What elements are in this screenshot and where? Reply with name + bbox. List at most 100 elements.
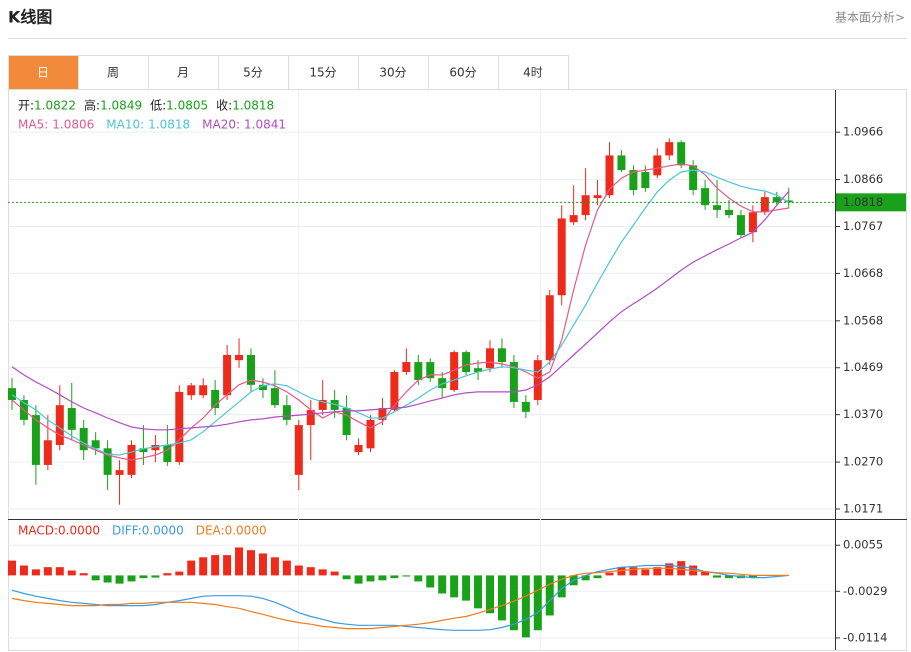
macd-bar (486, 575, 494, 614)
readout-label: 开: (18, 99, 34, 113)
y-tick-label: -0.0029 (843, 584, 887, 598)
readout-value: 1.0849 (100, 99, 142, 113)
tab[interactable] (78, 55, 149, 90)
candle-body (330, 399, 339, 410)
candle-body (617, 155, 626, 171)
indicator-line (11, 567, 789, 630)
plot-area: 1.0171 1.0270 1.0370 1.0469 1.0568 1.0668 1.07… (8, 98, 906, 644)
macd-bar (581, 575, 590, 581)
macd-bar (701, 571, 710, 576)
candle-body (115, 470, 124, 475)
legend-value: 1.0841 (244, 118, 286, 132)
candle-body (67, 408, 76, 430)
candle-body (760, 197, 769, 213)
candle-body (318, 399, 327, 410)
readout-value: 1.0818 (232, 99, 274, 113)
macd-bar (366, 575, 375, 582)
tab[interactable] (498, 55, 569, 90)
macd-bar (426, 575, 435, 588)
tab-label[interactable]: 15分 (309, 66, 336, 80)
candle-body (378, 408, 387, 420)
macd-bar (91, 575, 100, 581)
candle-body (31, 415, 40, 465)
y-tick-label: 0.0055 (843, 538, 883, 552)
readout-label: 低: (150, 99, 166, 113)
macd-bar (306, 567, 315, 576)
candle-body (354, 445, 363, 453)
macd-bar (497, 575, 506, 621)
chart-frame (8, 89, 907, 651)
candle-body (581, 195, 590, 216)
macd-bar (545, 575, 554, 616)
tab-label[interactable]: 周 (107, 66, 119, 80)
macd-bar (127, 575, 136, 582)
indicator-line (11, 163, 789, 461)
candle-body (163, 445, 172, 463)
candle-body (748, 212, 757, 233)
macd-bar (282, 560, 291, 576)
candle-body (557, 218, 566, 296)
macd-bar (414, 575, 423, 582)
macd-bar (450, 575, 459, 598)
candle-body (725, 209, 733, 216)
analysis-link[interactable]: 基本面分析> (835, 11, 905, 25)
tab-label[interactable]: 60分 (449, 66, 476, 80)
macd-bar (665, 563, 674, 576)
legend-label: MACD: (18, 524, 58, 538)
candle-body (270, 388, 279, 406)
macd-bar (211, 555, 220, 576)
candle-body (450, 352, 459, 391)
macd-bar (247, 550, 255, 576)
macd-bar (163, 573, 172, 576)
y-tick-label: 1.0668 (843, 266, 883, 280)
candle-body (641, 171, 650, 189)
macd-bar (557, 575, 566, 598)
macd-bar (151, 575, 160, 578)
macd-bar (342, 575, 351, 580)
candle-body (736, 215, 745, 236)
candle-body (139, 448, 148, 453)
macd-bar (175, 571, 184, 576)
macd-bar (139, 575, 148, 579)
candle-body (713, 205, 722, 210)
candle-body (701, 188, 710, 206)
legend-value: 0.0000 (225, 524, 267, 538)
tab-label[interactable]: 30分 (379, 66, 406, 80)
macd-bar (593, 575, 602, 579)
candle-body (533, 360, 542, 400)
candle-body (593, 195, 602, 199)
macd-bar (43, 567, 52, 576)
macd-bar (79, 573, 88, 576)
candle-body (55, 405, 64, 446)
macd-bar (330, 571, 339, 576)
tab[interactable] (358, 55, 429, 90)
macd-bar (199, 557, 208, 576)
candle-body (187, 385, 196, 396)
macd-bar (8, 560, 16, 576)
macd-bar (617, 567, 626, 576)
tab-label[interactable]: 4时 (523, 66, 543, 80)
candle-body (390, 372, 399, 410)
candle-body (91, 440, 100, 449)
candle-body (569, 215, 578, 223)
tab-label[interactable]: 月 (177, 66, 189, 80)
candle-body (677, 142, 686, 166)
macd-bar (605, 572, 614, 576)
legend-value: 1.0818 (148, 118, 190, 132)
candle-body (545, 295, 554, 361)
tab-label[interactable]: 5分 (243, 66, 263, 80)
tab-bar: 日 周 月 5分 15分 30分 60分 4时 (8, 55, 569, 90)
candle-body (784, 200, 793, 203)
legend-value: 1.0806 (52, 118, 94, 132)
y-tick-label: 1.0767 (843, 219, 883, 233)
y-tick-label: 1.0370 (843, 407, 883, 421)
macd-bar (653, 567, 662, 576)
tab-label[interactable]: 日 (37, 66, 49, 80)
candle-body (282, 405, 291, 420)
y-tick-label: 1.0866 (843, 172, 883, 186)
last-price-tag (836, 193, 906, 212)
macd-bar (55, 567, 64, 576)
candle-body (521, 401, 530, 412)
macd-bar (402, 575, 411, 577)
macd-bar (187, 560, 196, 576)
